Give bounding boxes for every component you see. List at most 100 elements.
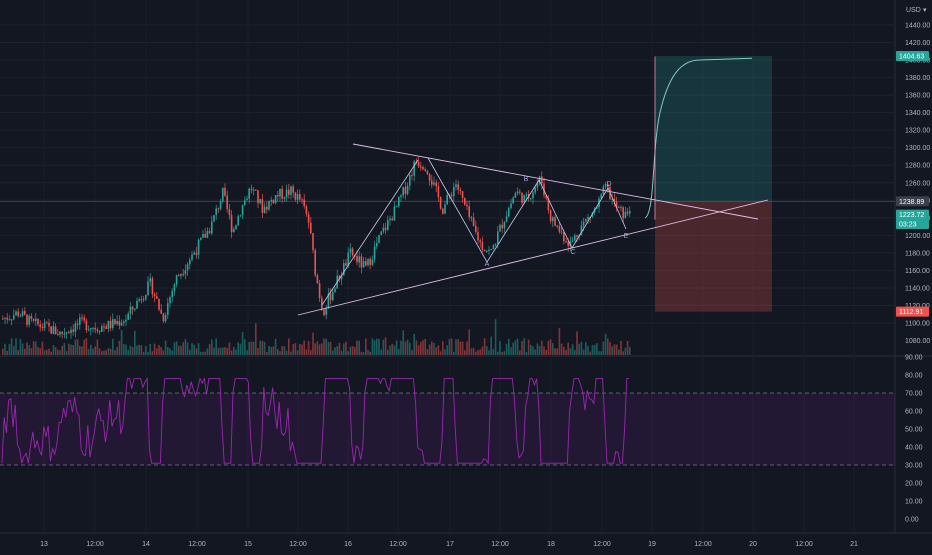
candle-body <box>424 169 426 171</box>
candle-body <box>142 299 145 301</box>
candle-body <box>453 187 455 197</box>
candle-body <box>624 211 627 219</box>
candle-body <box>327 293 330 309</box>
volume-bar <box>323 338 325 355</box>
candle-body <box>76 323 79 325</box>
volume-bar <box>244 339 246 355</box>
candle-body <box>263 206 266 213</box>
candle-body <box>215 208 217 216</box>
volume-bar <box>90 344 92 355</box>
volume-bar <box>437 345 440 355</box>
volume-bar <box>351 346 354 355</box>
volume-bar <box>219 347 222 355</box>
candle-body <box>169 297 171 304</box>
candle-body <box>558 226 561 232</box>
volume-bar <box>202 351 204 355</box>
candle-body <box>10 319 13 321</box>
volume-bar <box>433 342 435 355</box>
candle-body <box>567 241 569 246</box>
rsi-tick-label: 80.00 <box>905 373 923 380</box>
candle-body <box>17 311 19 316</box>
candle-body <box>164 315 167 322</box>
volume-bar <box>376 338 378 355</box>
candle-body <box>125 319 127 322</box>
volume-bar <box>512 342 514 355</box>
volume-bar <box>296 350 299 355</box>
volume-bar <box>387 349 389 355</box>
volume-bar <box>549 339 552 355</box>
candle-body <box>387 220 389 230</box>
candle-body <box>549 210 552 222</box>
candle-body <box>523 195 525 203</box>
volume-bar <box>400 340 402 355</box>
candle-body <box>281 188 283 199</box>
volume-bar <box>61 345 63 355</box>
candle-body <box>226 195 228 210</box>
volume-bar <box>2 348 4 355</box>
volume-bar <box>200 351 202 355</box>
candle-body <box>59 331 61 335</box>
candle-body <box>580 225 583 236</box>
abcde-wave-line <box>427 157 627 263</box>
candle-body <box>378 235 380 244</box>
candle-body <box>63 333 66 335</box>
volume-bar <box>523 338 525 355</box>
volume-bar <box>442 341 444 355</box>
volume-bar <box>288 338 290 355</box>
price-tag: 1238.89 <box>896 196 929 207</box>
candle-body <box>318 283 321 298</box>
volume-bar <box>285 350 288 355</box>
candle-body <box>376 243 378 247</box>
volume-bar <box>228 342 231 355</box>
lower-trendline <box>297 199 769 316</box>
volume-bar <box>131 347 134 355</box>
candle-body <box>98 331 101 333</box>
candle-body <box>497 231 499 245</box>
candle-body <box>384 227 387 230</box>
candle-body <box>303 199 305 207</box>
candle-body <box>437 186 440 198</box>
candle-body <box>105 326 107 329</box>
candle-body <box>389 218 391 221</box>
candle-body <box>340 275 343 280</box>
volume-bar <box>356 340 358 355</box>
price-tick-label: 1380.00 <box>905 75 930 82</box>
candle-body <box>151 278 154 295</box>
volume-bar <box>301 344 303 355</box>
currency-dropdown-icon[interactable]: ▾ <box>923 7 927 14</box>
volume-bar <box>17 349 19 355</box>
candle-body <box>356 255 358 263</box>
price-tick-label: 1100.00 <box>905 321 930 328</box>
volume-bar <box>96 339 99 355</box>
volume-bar <box>521 340 523 355</box>
candle-body <box>116 321 118 325</box>
candle-body <box>360 256 363 268</box>
wave-label-d: D <box>606 181 611 188</box>
volume-bar <box>409 342 411 355</box>
price-tag-label: 1112.91 <box>899 309 923 316</box>
volume-bar <box>206 348 209 355</box>
volume-bar <box>479 349 481 355</box>
candle-body <box>444 204 446 214</box>
volume-bar <box>554 348 556 355</box>
volume-bar <box>393 345 396 355</box>
candle-body <box>39 324 41 328</box>
volume-bar <box>424 338 426 355</box>
candle-body <box>622 207 624 219</box>
candle-body <box>228 209 231 216</box>
candle-body <box>292 186 294 193</box>
volume-bar <box>391 343 393 355</box>
volume-bar <box>563 346 565 355</box>
candle-body <box>252 189 255 191</box>
candle-body <box>367 258 369 266</box>
price-tag: 03:23 <box>896 218 929 229</box>
candle-body <box>345 263 347 266</box>
candle-body <box>274 194 277 203</box>
volume-bar <box>114 350 116 355</box>
volume-bar <box>578 343 580 355</box>
volume-bar <box>26 342 28 355</box>
rsi-tick-label: 0.00 <box>905 517 919 524</box>
